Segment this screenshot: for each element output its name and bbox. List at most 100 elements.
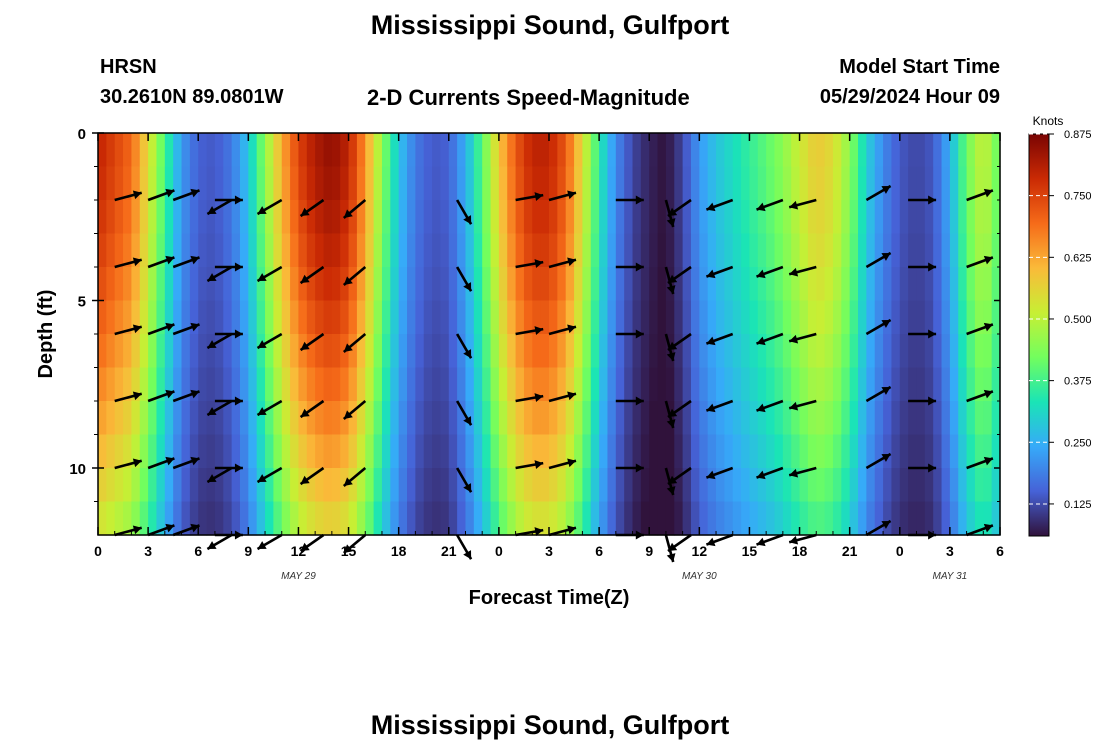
heatmap-cell xyxy=(774,233,784,268)
heatmap-cell xyxy=(457,267,467,302)
model-start-label: Model Start Time xyxy=(839,56,1000,78)
heatmap-cell xyxy=(231,133,241,168)
heatmap-cell xyxy=(640,166,650,201)
heatmap-cell xyxy=(106,267,116,302)
heatmap-cell xyxy=(381,267,391,302)
heatmap-cell xyxy=(465,367,475,402)
heatmap-cell xyxy=(164,334,174,369)
heatmap-cell xyxy=(574,334,584,369)
heatmap-cell xyxy=(741,166,751,201)
current-vector-head xyxy=(881,253,891,261)
heatmap-cell xyxy=(916,468,926,503)
heatmap-cell xyxy=(557,200,567,235)
heatmap-cell xyxy=(231,267,241,302)
heatmap-cell xyxy=(832,468,842,503)
heatmap-cell xyxy=(674,434,684,469)
heatmap-cell xyxy=(924,300,934,335)
heatmap-cell xyxy=(398,267,408,302)
heatmap-cell xyxy=(782,401,792,436)
heatmap-cell xyxy=(256,434,266,469)
heatmap-cell xyxy=(214,468,224,503)
heatmap-cell xyxy=(632,300,642,335)
heatmap-cell xyxy=(448,468,458,503)
heatmap-cell xyxy=(248,367,258,402)
heatmap-cell xyxy=(415,200,425,235)
heatmap-cell xyxy=(599,300,609,335)
heatmap-cell xyxy=(415,434,425,469)
heatmap-cell xyxy=(674,166,684,201)
heatmap-cell xyxy=(949,133,959,168)
heatmap-cell xyxy=(473,434,483,469)
heatmap-cell xyxy=(707,501,717,536)
heatmap-cell xyxy=(849,367,859,402)
heatmap-cell xyxy=(624,334,634,369)
heatmap-cell xyxy=(507,166,517,201)
heatmap-cell xyxy=(741,267,751,302)
heatmap-cell xyxy=(381,200,391,235)
heatmap-cell xyxy=(106,468,116,503)
heatmap-cell xyxy=(991,200,1001,235)
heatmap-cell xyxy=(498,200,508,235)
heatmap-cell xyxy=(265,233,274,268)
heatmap-cell xyxy=(315,133,325,168)
current-vector-head xyxy=(463,215,472,225)
heatmap-cell xyxy=(306,233,316,268)
heatmap-cell xyxy=(540,501,550,536)
heatmap-cell xyxy=(290,233,300,268)
heatmap-cell xyxy=(732,300,742,335)
heatmap-cell xyxy=(949,501,959,536)
heatmap-cell xyxy=(649,434,659,469)
heatmap-cell xyxy=(373,233,383,268)
heatmap-cell xyxy=(774,501,784,536)
heatmap-cell xyxy=(899,233,909,268)
y-tick-label: 10 xyxy=(69,461,86,478)
heatmap-cell xyxy=(290,401,300,436)
current-vector-head xyxy=(207,206,217,214)
heatmap-cell xyxy=(707,367,717,402)
heatmap-cell xyxy=(549,401,558,436)
heatmap-cell xyxy=(306,468,316,503)
heatmap-cell xyxy=(290,434,300,469)
heatmap-cell xyxy=(131,133,141,168)
heatmap-cell xyxy=(239,200,249,235)
heatmap-cell xyxy=(507,501,517,536)
heatmap-cell xyxy=(407,434,416,469)
heatmap-cell xyxy=(741,401,751,436)
heatmap-cell xyxy=(498,233,508,268)
heatmap-cell xyxy=(189,267,199,302)
heatmap-cell xyxy=(198,166,208,201)
current-vector-head xyxy=(668,542,678,552)
current-vector-head xyxy=(300,542,310,552)
heatmap-cell xyxy=(574,133,584,168)
current-vector-head xyxy=(234,262,243,272)
heatmap-cell xyxy=(891,434,901,469)
heatmap-cell xyxy=(966,401,976,436)
current-vector-head xyxy=(567,324,577,334)
heatmap-cell xyxy=(991,334,1001,369)
heatmap-cell xyxy=(916,166,926,201)
heatmap-cell xyxy=(173,367,183,402)
heatmap-cell xyxy=(306,200,316,235)
heatmap-cell xyxy=(415,501,425,536)
heatmap-cell xyxy=(340,501,350,536)
heatmap-cell xyxy=(799,267,809,302)
heatmap-cell xyxy=(774,133,784,168)
heatmap-cell xyxy=(315,166,325,201)
heatmap-cell xyxy=(682,200,692,235)
heatmap-cell xyxy=(690,133,700,168)
heatmap-cell xyxy=(281,267,291,302)
heatmap-cell xyxy=(256,401,266,436)
heatmap-cell xyxy=(816,501,826,536)
heatmap-cell xyxy=(599,133,609,168)
heatmap-cell xyxy=(365,401,375,436)
station-coords: 30.2610N 89.0801W xyxy=(100,86,284,108)
heatmap-cell xyxy=(866,367,876,402)
current-vector-head xyxy=(190,322,200,332)
heatmap-cell xyxy=(724,300,734,335)
heatmap-cell xyxy=(323,501,333,536)
heatmap-cell xyxy=(983,267,993,302)
heatmap-cell xyxy=(699,434,709,469)
heatmap-cell xyxy=(807,133,817,168)
current-vector-head xyxy=(567,257,577,267)
heatmap-cell xyxy=(824,300,834,335)
